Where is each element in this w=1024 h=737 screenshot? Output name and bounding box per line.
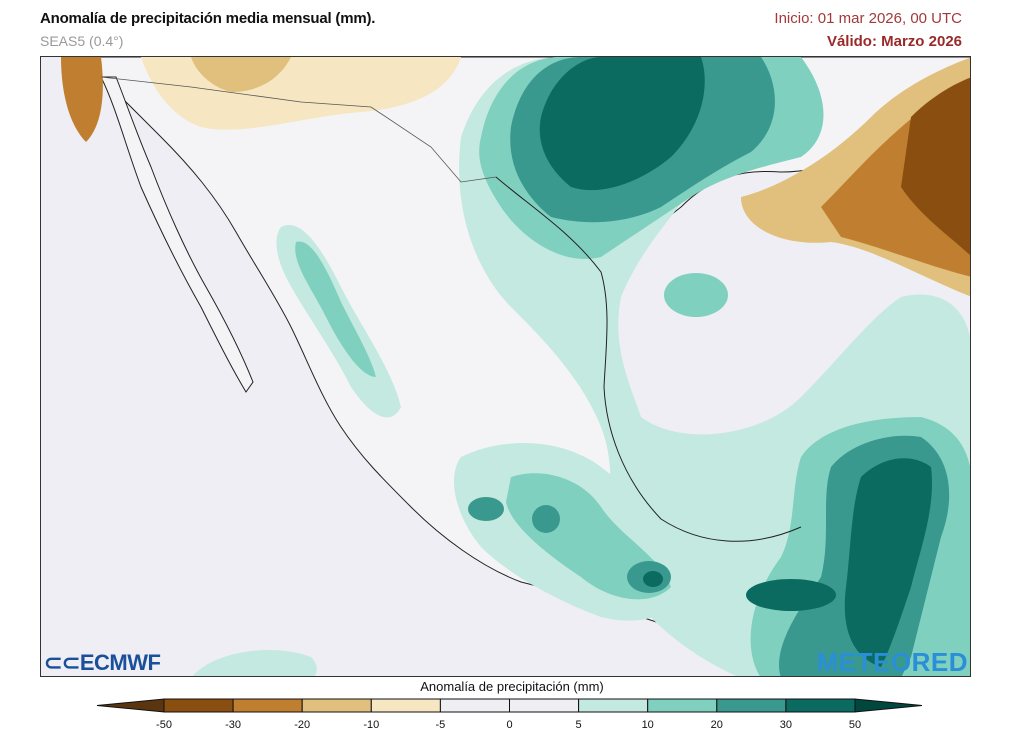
colorbar-tick-label: 10 [641,719,654,731]
meteored-logo: METEORED [816,647,968,677]
valid-date: Válido: Marzo 2026 [826,33,962,50]
colorbar-bin [439,698,510,713]
dry-anomaly-northwest [61,57,103,142]
colorbar-tick-label: 0 [506,719,513,731]
init-date: Inicio: 01 mar 2026, 00 UTC [774,10,962,27]
dry-anomaly-northeast-max [901,77,970,256]
wet-anomaly-south-pacific [192,650,317,676]
colorbar-bin [647,698,718,713]
colorbar-bin [716,698,787,713]
colorbar-bin [785,698,856,713]
colorbar-label: Anomalía de precipitación (mm) [420,679,604,694]
colorbar-bin [301,698,372,713]
colorbar-bin [509,698,580,713]
colorbar-tick-label: -10 [363,719,380,731]
wet-anomaly-spot-3-core [643,571,663,587]
colorbar-bin [578,698,649,713]
colorbar-under-arrow [96,698,165,713]
ecmwf-logo: ⊂⊂ECMWF [44,650,161,675]
wet-anomaly-central-core [506,473,671,600]
wet-anomaly-sierra-madre-core [295,241,376,377]
colorbar-tick-label: -5 [435,719,446,731]
colorbar-bin [163,698,234,713]
colorbar-bin [232,698,303,713]
precipitation-anomaly-map [40,56,971,677]
land-baja-california [100,76,254,393]
colorbar-tick-label: -30 [225,719,242,731]
colorbar-bin [370,698,441,713]
colorbar-tick-label: 30 [779,719,793,731]
colorbar-over-arrow [854,698,923,713]
wet-anomaly-spot-2 [532,505,560,533]
dry-anomaly-north-core [191,57,291,92]
wet-anomaly-chiapas [746,579,836,611]
map-svg [41,57,970,676]
colorbar-tick-label: -50 [156,719,172,731]
colorbar-tick-label: 5 [575,719,582,731]
us-mexico-border [100,76,497,183]
wet-anomaly-spot-1 [468,497,504,521]
colorbar-tick-label: 50 [848,719,862,731]
wet-anomaly-yucatan-max [844,458,932,667]
colorbar-tick-label: -20 [294,719,311,731]
ecmwf-logo-icon: ⊂⊂ [44,650,80,675]
wet-anomaly-gulf-spot [664,273,728,317]
gulf-coastline [495,176,802,542]
model-label: SEAS5 (0.4°) [40,33,124,49]
map-title: Anomalía de precipitación media mensual … [40,10,376,27]
wet-anomaly-texas-max [539,57,705,191]
colorbar-tick-label: 20 [710,719,723,731]
